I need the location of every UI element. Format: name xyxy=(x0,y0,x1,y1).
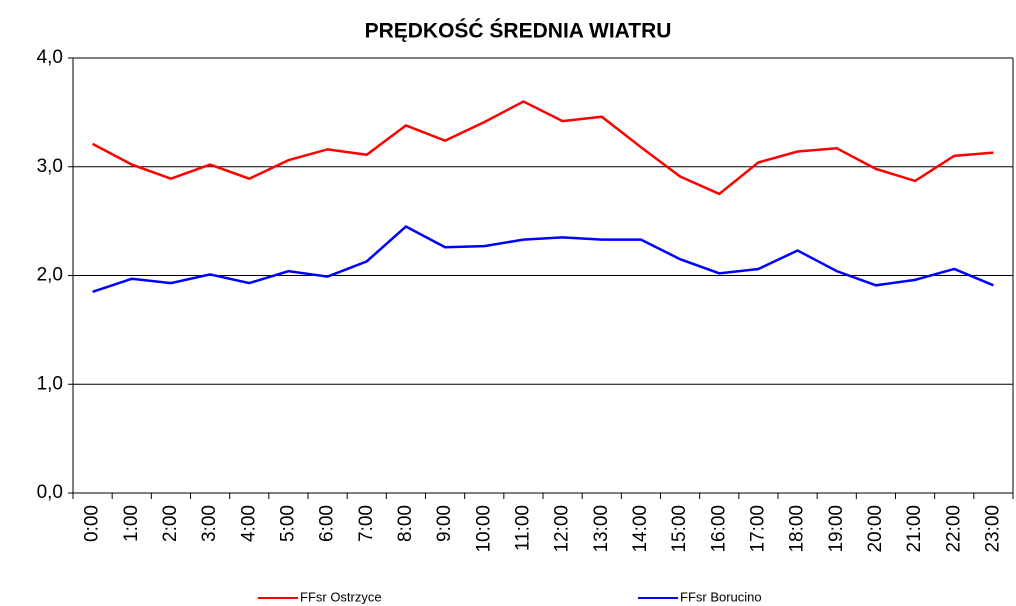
x-tick-label: 4:00 xyxy=(238,505,259,542)
y-tick-label: 3,0 xyxy=(37,156,63,177)
x-tick-label: 8:00 xyxy=(395,505,416,542)
legend-label: FFsr Ostrzyce xyxy=(300,589,382,604)
x-tick-label: 22:00 xyxy=(943,505,964,553)
x-tick-label: 6:00 xyxy=(317,505,338,542)
chart-title: PRĘDKOŚĆ ŚREDNIA WIATRU xyxy=(365,19,672,43)
x-tick-label: 11:00 xyxy=(512,505,533,551)
x-tick-label: 9:00 xyxy=(434,505,455,542)
x-tick-label: 12:00 xyxy=(552,505,573,553)
x-tick-label: 21:00 xyxy=(904,505,925,553)
x-tick-label: 14:00 xyxy=(630,505,651,553)
x-tick-label: 1:00 xyxy=(121,505,142,542)
x-tick-label: 23:00 xyxy=(982,505,1003,553)
y-tick-label: 0,0 xyxy=(37,482,63,503)
x-tick-label: 18:00 xyxy=(787,505,808,553)
x-tick-label: 19:00 xyxy=(826,505,847,553)
x-tick-label: 17:00 xyxy=(747,505,768,553)
legend-label: FFsr Borucino xyxy=(680,589,762,604)
y-tick-label: 4,0 xyxy=(37,47,63,68)
y-tick-label: 2,0 xyxy=(37,265,63,286)
x-tick-label: 20:00 xyxy=(865,505,886,553)
x-tick-label: 15:00 xyxy=(669,505,690,553)
x-tick-label: 3:00 xyxy=(199,505,220,542)
x-tick-label: 2:00 xyxy=(160,505,181,542)
x-tick-label: 5:00 xyxy=(277,505,298,542)
series-line xyxy=(92,225,994,293)
x-tick-label: 10:00 xyxy=(473,505,494,553)
y-tick-label: 1,0 xyxy=(37,373,63,394)
x-tick-label: 0:00 xyxy=(82,505,103,542)
x-tick-label: 16:00 xyxy=(708,505,729,553)
x-tick-label: 13:00 xyxy=(591,505,612,553)
series-line xyxy=(92,100,994,196)
x-tick-label: 7:00 xyxy=(356,505,377,542)
